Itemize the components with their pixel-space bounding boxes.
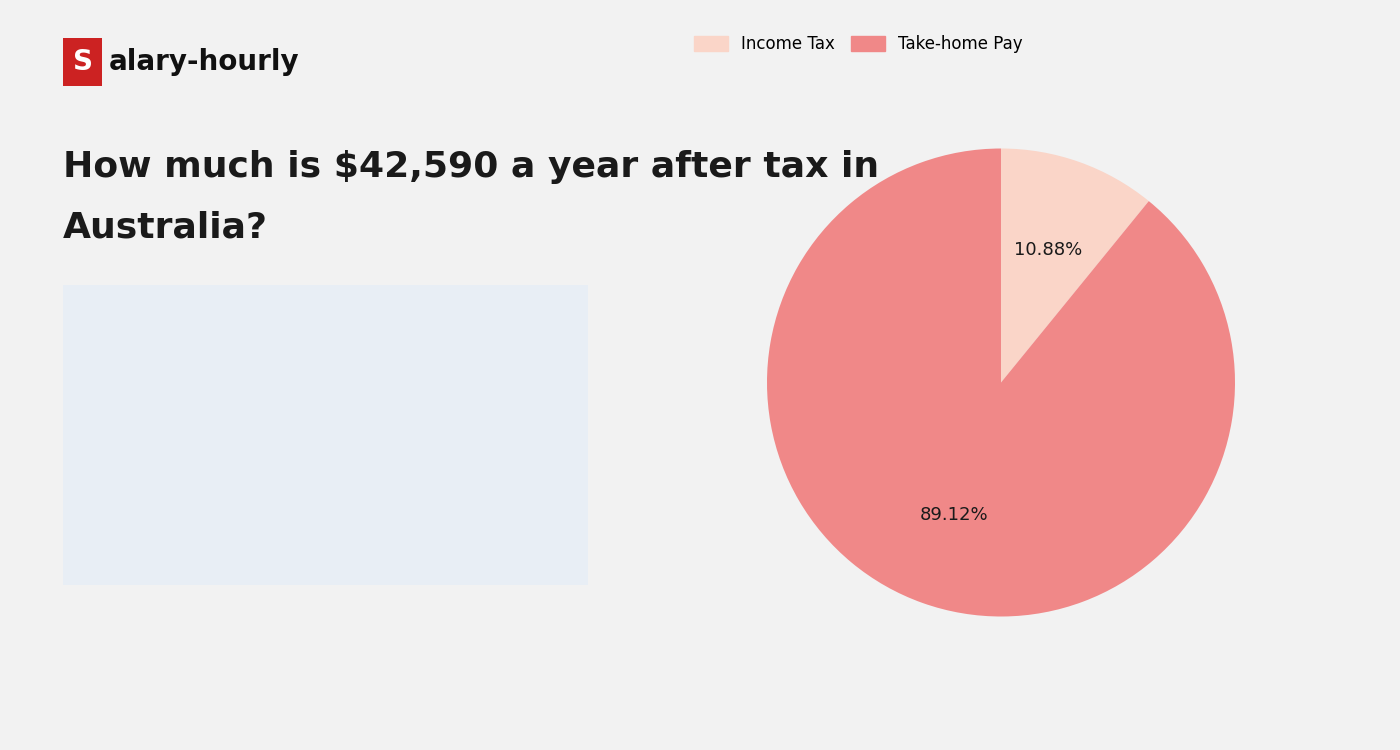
Legend: Income Tax, Take-home Pay: Income Tax, Take-home Pay <box>687 28 1029 59</box>
Text: in: in <box>78 339 104 358</box>
Text: •  Income Tax: $4,634: • Income Tax: $4,634 <box>92 489 307 508</box>
Text: How much is $42,590 a year after tax in: How much is $42,590 a year after tax in <box>63 150 879 184</box>
Text: A Yearly salary of $42,590 is approximately: A Yearly salary of $42,590 is approximat… <box>77 339 507 358</box>
Text: S: S <box>73 48 92 76</box>
Wedge shape <box>767 148 1235 616</box>
Text: Australia?: Australia? <box>63 210 267 244</box>
Wedge shape <box>1001 148 1149 382</box>
Text: Australia for a resident.: Australia for a resident. <box>77 387 307 406</box>
Text: $37,956 after tax: $37,956 after tax <box>78 339 269 358</box>
Text: •  Take-home pay: $37,956: • Take-home pay: $37,956 <box>92 537 356 556</box>
Text: alary-hourly: alary-hourly <box>109 48 300 76</box>
Text: •  Gross pay: $42,590: • Gross pay: $42,590 <box>92 441 305 460</box>
Text: 89.12%: 89.12% <box>920 506 988 524</box>
Text: 10.88%: 10.88% <box>1014 242 1082 260</box>
